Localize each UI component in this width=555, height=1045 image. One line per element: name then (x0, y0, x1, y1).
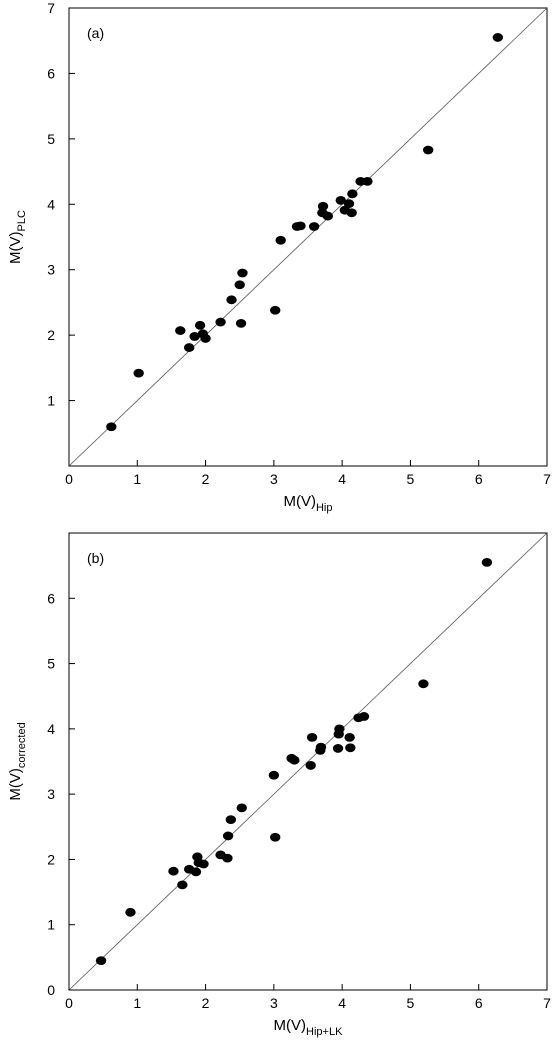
data-point (234, 280, 245, 290)
data-point (308, 222, 320, 231)
data-point (222, 831, 234, 841)
data-point (226, 295, 237, 305)
x-axis-label-main: M(V) (283, 493, 316, 510)
x-axis-label-subscript: Hip (316, 502, 333, 514)
data-point (175, 326, 186, 335)
data-point (189, 332, 200, 341)
data-point (106, 422, 117, 432)
data-point (194, 320, 206, 330)
data-point (295, 221, 306, 231)
data-point (133, 368, 144, 378)
data-point (332, 744, 344, 753)
data-point (236, 803, 247, 813)
x-tick-label: 2 (202, 995, 210, 1011)
data-point (168, 866, 179, 876)
y-tick-label: 4 (47, 721, 55, 737)
x-tick-label: 1 (133, 471, 141, 487)
y-axis-label-subscript: corrected (16, 722, 28, 768)
data-point (347, 189, 358, 199)
data-point (335, 195, 346, 205)
x-tick-label: 4 (338, 995, 346, 1011)
y-tick-label: 3 (47, 262, 55, 278)
data-point (222, 853, 233, 863)
data-point (306, 732, 318, 742)
x-tick-label: 0 (65, 995, 73, 1011)
y-tick-label: 6 (47, 590, 55, 606)
x-tick-label: 5 (407, 995, 415, 1011)
data-point (200, 334, 211, 343)
data-point (270, 305, 281, 315)
panel-label: (a) (87, 25, 104, 41)
y-tick-label: 1 (47, 393, 55, 409)
data-point (362, 176, 373, 186)
data-point (235, 318, 247, 328)
plot-frame (68, 532, 548, 991)
y-axis-label: M(V)corrected (7, 722, 28, 800)
y-tick-label: 5 (47, 131, 55, 147)
data-point (358, 712, 370, 721)
y-axis-label-main: M(V) (7, 768, 24, 801)
x-tick-label: 0 (65, 471, 73, 487)
x-axis-label: M(V)Hip (283, 493, 332, 514)
y-tick-label: 2 (47, 327, 55, 343)
data-point (343, 199, 355, 209)
x-tick-label: 6 (475, 471, 483, 487)
x-tick-label: 5 (407, 471, 415, 487)
panel-b-scatter-plot: 0 1 2 3 4 5 6 70123456(b)M(V)Hip+LKM(V)correcte… (7, 532, 551, 1038)
reference-line-y-equals-x (68, 7, 548, 467)
data-point (268, 770, 280, 780)
data-point (315, 742, 327, 752)
y-tick-label: 0 (47, 982, 55, 998)
data-point (275, 235, 286, 245)
data-point (237, 268, 248, 278)
data-point (95, 956, 107, 966)
data-point (334, 724, 345, 734)
y-axis-label-main: M(V) (7, 231, 24, 264)
x-tick-label: 7 (543, 995, 551, 1011)
data-point (344, 732, 355, 742)
x-tick-label: 7 (543, 471, 551, 487)
data-point (183, 343, 195, 352)
plot-frame (68, 7, 548, 467)
data-point (481, 557, 493, 567)
x-tick-label: 2 (202, 471, 210, 487)
data-point (270, 832, 281, 842)
data-point (289, 755, 300, 765)
data-point (305, 761, 316, 770)
x-tick-label: 3 (270, 471, 278, 487)
x-axis-label-main: M(V) (274, 1017, 307, 1034)
data-point (322, 211, 334, 221)
y-tick-label: 6 (47, 65, 55, 81)
panel-label: (b) (87, 550, 104, 566)
y-tick-label: 4 (47, 196, 55, 212)
x-axis-label-subscript: Hip+LK (306, 1026, 343, 1038)
data-point (198, 859, 209, 869)
y-axis-label-subscript: PLC (16, 210, 28, 231)
y-tick-label: 1 (47, 917, 55, 933)
y-axis-label: M(V)PLC (7, 210, 28, 264)
data-point (177, 880, 188, 890)
data-point (345, 743, 356, 753)
reference-line-y-equals-x (68, 532, 548, 991)
y-tick-label: 5 (47, 656, 55, 672)
x-tick-label: 6 (475, 995, 483, 1011)
data-point (215, 317, 226, 327)
x-tick-label: 4 (338, 471, 346, 487)
y-tick-label: 7 (47, 0, 55, 16)
y-tick-label: 3 (47, 786, 55, 802)
x-tick-label: 1 (133, 995, 141, 1011)
data-point (190, 867, 202, 877)
y-tick-label: 2 (47, 851, 55, 867)
data-point (492, 33, 504, 42)
data-point (125, 907, 136, 917)
x-tick-label: 3 (270, 995, 278, 1011)
data-point (418, 679, 429, 689)
x-axis-label: M(V)Hip+LK (274, 1017, 344, 1038)
data-point (225, 815, 237, 825)
data-point (422, 145, 434, 155)
data-point (346, 208, 357, 218)
data-point (317, 201, 329, 211)
